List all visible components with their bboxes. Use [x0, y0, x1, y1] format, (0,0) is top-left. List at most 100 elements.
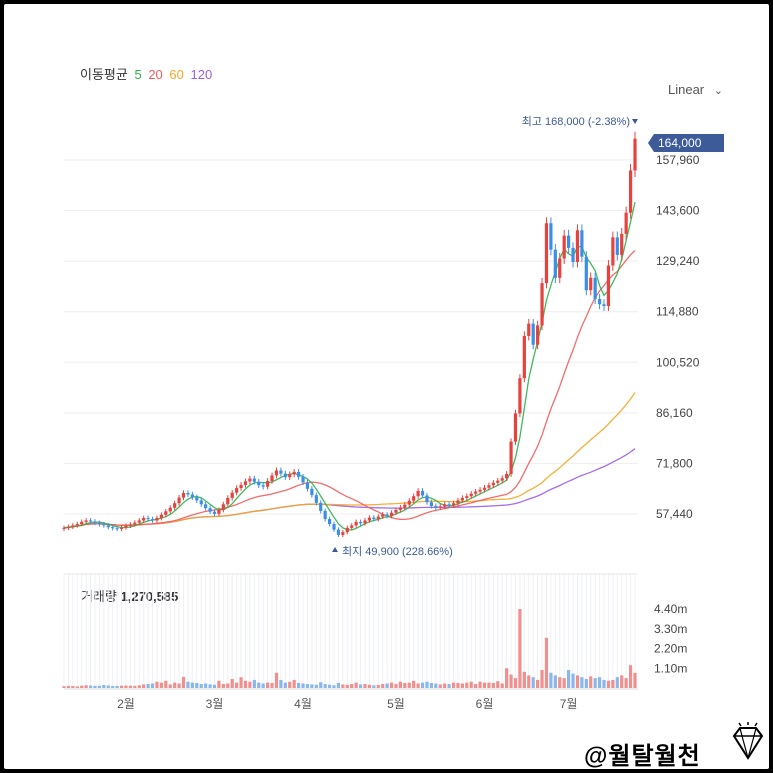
candle-body — [327, 519, 332, 525]
candle-body — [398, 507, 403, 510]
y-tick-label: 114,880 — [656, 305, 699, 319]
scale-mode-label: Linear — [668, 82, 705, 97]
volume-bar — [443, 683, 447, 688]
candle-body — [389, 512, 394, 516]
volume-bar — [358, 684, 363, 688]
candle-body — [332, 524, 336, 530]
volume-bar — [403, 682, 407, 688]
volume-bar — [482, 682, 487, 688]
candle-body — [394, 509, 398, 513]
ma20-label: 20 — [148, 67, 163, 82]
volume-bar — [429, 682, 433, 688]
y-tick-label: 57,440 — [656, 507, 693, 521]
candle-body — [580, 230, 584, 257]
volume-bar — [314, 684, 318, 688]
volume-bar — [412, 680, 416, 688]
candle-body — [62, 527, 66, 529]
candle-body — [478, 489, 482, 492]
y-tick-label: 157,960 — [656, 153, 700, 167]
candle-body — [97, 522, 102, 525]
volume-bar — [252, 679, 256, 688]
candle-body — [420, 490, 425, 496]
volume-bar — [71, 686, 75, 688]
candle-body — [358, 521, 363, 524]
candle-body — [500, 478, 504, 481]
candle-body — [168, 507, 172, 512]
volume-bar — [75, 686, 79, 688]
volume-bar — [540, 670, 544, 688]
candle-body — [217, 509, 221, 514]
volume-bar — [226, 683, 230, 688]
volume-bar — [628, 665, 633, 688]
volume-bar — [230, 679, 234, 688]
candle-body — [155, 518, 159, 521]
candle-body — [363, 520, 367, 524]
candle-body — [296, 471, 301, 477]
price-chart[interactable]: 157,960 143,600 129,240 114,880 100,520 86,16… — [4, 4, 769, 769]
candle-body — [80, 521, 84, 525]
candle-body — [279, 470, 283, 474]
candle-body — [487, 485, 491, 488]
volume-bar — [407, 682, 411, 688]
candle-body — [204, 504, 208, 509]
volume-bar — [451, 682, 456, 688]
candle-body — [633, 138, 637, 171]
volume-bar — [266, 682, 270, 688]
volume-bar — [62, 686, 66, 688]
candle-body — [505, 473, 509, 479]
volume-bar — [558, 677, 562, 688]
candle-body — [567, 235, 571, 248]
volume-bar — [376, 684, 380, 688]
volume-bar — [310, 684, 314, 688]
ma5-line — [63, 201, 636, 531]
volume-bar — [398, 681, 403, 688]
candle-body — [571, 247, 575, 262]
candle-body — [243, 481, 248, 485]
volume-bar — [208, 684, 212, 688]
candle-body — [531, 323, 535, 345]
volume-bar — [137, 685, 141, 688]
volume-bar — [460, 683, 464, 688]
candle-body — [606, 265, 611, 307]
volume-bar — [146, 684, 150, 688]
candle-body — [221, 504, 225, 510]
volume-bar — [606, 680, 611, 688]
volume-bar — [243, 680, 248, 688]
volume-bar — [305, 684, 310, 688]
candle-body — [628, 170, 633, 213]
candle-body — [513, 413, 518, 442]
volume-bar — [88, 685, 93, 688]
volume-bar — [66, 685, 71, 688]
candle-body — [438, 506, 442, 508]
candle-body — [584, 256, 588, 291]
candle-body — [84, 520, 88, 522]
volume-bar — [173, 682, 177, 688]
scale-mode-dropdown[interactable]: Linear ⌄ — [668, 82, 723, 97]
volume-bar — [133, 685, 137, 688]
low-annotation: 최지 49,900 (228.66%) — [342, 545, 453, 558]
y-tick-label: 86,160 — [656, 406, 693, 420]
volume-bar — [84, 685, 88, 688]
candle-body — [558, 258, 562, 278]
volume-bar — [474, 684, 478, 688]
volume-bar — [288, 681, 292, 688]
candle-body — [527, 323, 531, 336]
volume-bar — [102, 684, 106, 688]
candle-body — [412, 496, 416, 501]
candle-body — [372, 517, 376, 520]
volume-bar — [115, 686, 119, 688]
candle-body — [509, 441, 513, 474]
candle-body — [336, 529, 341, 535]
volume-bar — [469, 681, 473, 688]
volume-bar — [513, 678, 518, 688]
volume-bar — [518, 609, 522, 688]
volume-bar — [111, 686, 115, 688]
volume-bar — [416, 683, 420, 688]
volume-bar — [195, 682, 199, 688]
volume-bar — [367, 684, 372, 688]
volume-bar — [425, 681, 429, 688]
volume-bar — [181, 676, 186, 688]
candle-body — [456, 500, 460, 504]
volume-bar — [438, 684, 442, 688]
candle-body — [88, 520, 93, 522]
